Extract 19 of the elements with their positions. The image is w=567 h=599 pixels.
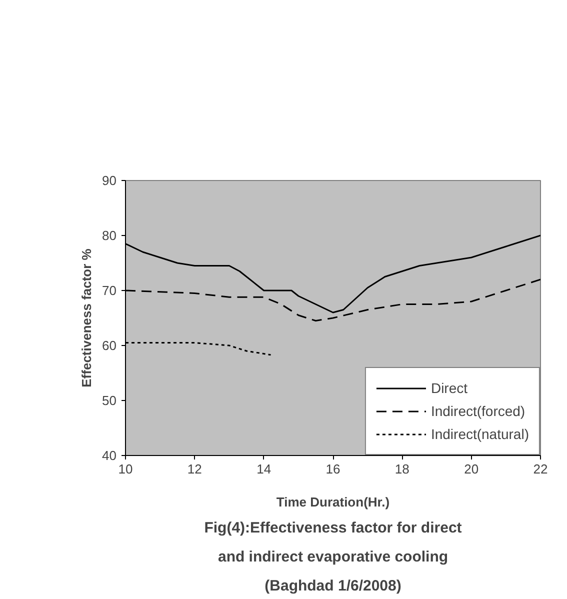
legend-label: Indirect(natural): [430, 426, 529, 442]
legend-label: Indirect(forced): [430, 403, 526, 419]
y-tick-label: 90: [102, 173, 117, 188]
x-tick-label: 10: [118, 462, 133, 476]
x-tick-label: 16: [326, 462, 340, 476]
y-tick-label: 40: [102, 448, 117, 463]
y-tick-label: 60: [102, 338, 117, 353]
legend-label: Direct: [430, 380, 468, 396]
y-tick-label: 50: [102, 393, 117, 408]
x-tick-label: 22: [533, 462, 548, 476]
x-tick-label: 20: [464, 462, 479, 476]
x-tick-label: 18: [394, 462, 410, 476]
y-tick-label: 70: [102, 283, 117, 298]
x-tick-label: 12: [187, 462, 202, 476]
text: Fig(4):Effectiveness factor for direct and indirect evaporative cooling (Baghdad 1/6/2008): [204, 520, 462, 594]
y-axis-title: Effectiveness factor %: [79, 248, 94, 388]
x-tick-label: 14: [256, 462, 272, 476]
y-tick-label: 80: [102, 228, 117, 243]
x-axis-title: Time Duration(Hr.): [276, 494, 390, 510]
